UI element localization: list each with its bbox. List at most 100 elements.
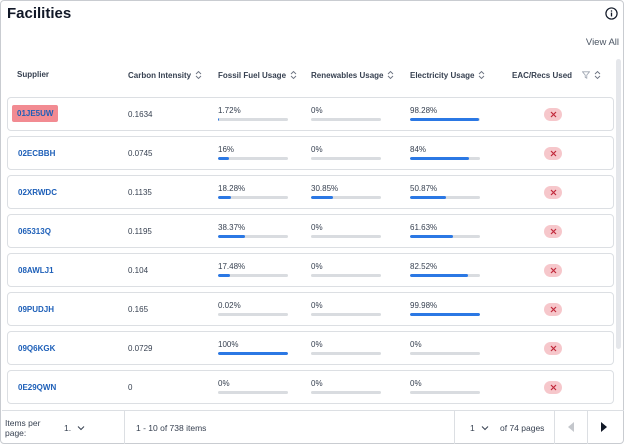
item-range: 1 - 10 of 738 items (136, 423, 207, 433)
fossil-usage-value: 17.48% (218, 262, 246, 271)
fossil-usage-value: 38.37% (218, 223, 246, 232)
renew-usage-value: 0% (311, 379, 323, 388)
sort-icon[interactable] (594, 70, 601, 80)
table-row[interactable]: 01JE5UW 0.1634 1.72% 0% 98.28% (7, 97, 614, 131)
elec-usage-track (410, 274, 480, 277)
elec-usage-cell: 61.63% (410, 223, 480, 238)
renew-usage-value: 0% (311, 301, 323, 310)
renew-usage-cell: 0% (311, 223, 381, 238)
fossil-usage-cell: 18.28% (218, 184, 288, 199)
renew-usage-cell: 0% (311, 106, 381, 121)
sort-icon[interactable] (290, 70, 297, 80)
elec-usage-track (410, 157, 480, 160)
eac-status-badge[interactable] (544, 108, 562, 121)
elec-usage-cell: 98.28% (410, 106, 480, 121)
eac-status-badge[interactable] (544, 264, 562, 277)
renew-usage-cell: 0% (311, 262, 381, 277)
renew-usage-track (311, 118, 381, 121)
supplier-link[interactable]: 08AWLJ1 (18, 266, 54, 275)
fossil-usage-fill (218, 274, 231, 277)
renew-usage-cell: 0% (311, 301, 381, 316)
fossil-usage-cell: 100% (218, 340, 288, 355)
close-icon (550, 111, 556, 118)
supplier-link[interactable]: 01JE5UW (12, 105, 59, 122)
elec-usage-value: 0% (410, 379, 422, 388)
filter-icon[interactable] (582, 71, 591, 79)
page-size-select[interactable]: 1. (64, 423, 85, 433)
elec-usage-cell: 82.52% (410, 262, 480, 277)
elec-usage-track (410, 118, 480, 121)
fossil-usage-fill (218, 352, 288, 355)
renew-usage-value: 0% (311, 145, 323, 154)
close-icon (550, 306, 556, 313)
elec-usage-cell: 99.98% (410, 301, 480, 316)
vertical-scrollbar[interactable] (616, 59, 621, 349)
renew-usage-value: 30.85% (311, 184, 339, 193)
eac-status-badge[interactable] (544, 303, 562, 316)
column-header-eac[interactable]: EAC/Recs Used (512, 70, 601, 80)
total-pages: of 74 pages (500, 423, 545, 433)
sort-icon[interactable] (387, 70, 394, 80)
table-row[interactable]: 02ECBBH 0.0745 16% 0% 84% (7, 136, 614, 170)
elec-usage-value: 84% (410, 145, 427, 154)
eac-status-badge[interactable] (544, 147, 562, 160)
divider (454, 411, 455, 444)
renew-usage-track (311, 391, 381, 394)
renew-usage-value: 0% (311, 340, 323, 349)
close-icon (550, 189, 556, 196)
previous-page-icon[interactable] (566, 421, 576, 433)
column-header-fossil-fuel[interactable]: Fossil Fuel Usage (218, 70, 297, 80)
close-icon (550, 384, 556, 391)
column-header-renewables[interactable]: Renewables Usage (311, 70, 394, 80)
close-icon (550, 228, 556, 235)
table-row[interactable]: 0E29QWN 0 0% 0% 0% (7, 370, 614, 404)
elec-usage-track (410, 235, 480, 238)
elec-usage-value: 61.63% (410, 223, 438, 232)
column-label: Carbon Intensity (128, 70, 192, 80)
table-row[interactable]: 09PUDJH 0.165 0.02% 0% 99.98% (7, 292, 614, 326)
elec-usage-fill (410, 118, 479, 121)
carbon-intensity-value: 0 (128, 383, 133, 392)
supplier-link[interactable]: 065313Q (18, 227, 51, 236)
info-icon[interactable] (605, 7, 618, 20)
supplier-link[interactable]: 09PUDJH (18, 305, 55, 314)
eac-status-badge[interactable] (544, 342, 562, 355)
supplier-link[interactable]: 09Q6KGK (18, 344, 56, 353)
table-row[interactable]: 065313Q 0.1195 38.37% 0% 61.63% (7, 214, 614, 248)
fossil-usage-cell: 16% (218, 145, 288, 160)
renew-usage-cell: 0% (311, 145, 381, 160)
table-row[interactable]: 02XRWDC 0.1135 18.28% 30.85% 50.87% (7, 175, 614, 209)
elec-usage-cell: 50.87% (410, 184, 480, 199)
fossil-usage-track (218, 274, 288, 277)
close-icon (550, 345, 556, 352)
supplier-link[interactable]: 02XRWDC (18, 188, 57, 197)
table-row[interactable]: 08AWLJ1 0.104 17.48% 0% 82.52% (7, 253, 614, 287)
carbon-intensity-value: 0.165 (128, 305, 149, 314)
elec-usage-fill (410, 196, 446, 199)
page-size-value: 1. (64, 423, 72, 433)
supplier-link[interactable]: 02ECBBH (18, 149, 56, 158)
column-header-electricity[interactable]: Electricity Usage (410, 70, 485, 80)
page-value: 1 (470, 423, 475, 433)
renew-usage-track (311, 157, 381, 160)
fossil-usage-value: 1.72% (218, 106, 241, 115)
next-page-icon[interactable] (599, 421, 609, 433)
fossil-usage-value: 16% (218, 145, 235, 154)
fossil-usage-cell: 38.37% (218, 223, 288, 238)
eac-status-badge[interactable] (544, 186, 562, 199)
carbon-intensity-value: 0.1634 (128, 110, 153, 119)
view-all-link[interactable]: View All (585, 37, 619, 48)
divider (124, 411, 125, 444)
eac-status-badge[interactable] (544, 381, 562, 394)
page-select[interactable]: 1 (470, 423, 489, 433)
table-row[interactable]: 09Q6KGK 0.0729 100% 0% 0% (7, 331, 614, 365)
sort-icon[interactable] (478, 70, 485, 80)
column-header-carbon-intensity[interactable]: Carbon Intensity (128, 70, 202, 80)
eac-status-badge[interactable] (544, 225, 562, 238)
renew-usage-value: 0% (311, 106, 323, 115)
column-label: Renewables Usage (311, 70, 384, 80)
supplier-link[interactable]: 0E29QWN (18, 383, 57, 392)
divider (587, 411, 588, 444)
fossil-usage-fill (218, 118, 220, 121)
sort-icon[interactable] (195, 70, 202, 80)
